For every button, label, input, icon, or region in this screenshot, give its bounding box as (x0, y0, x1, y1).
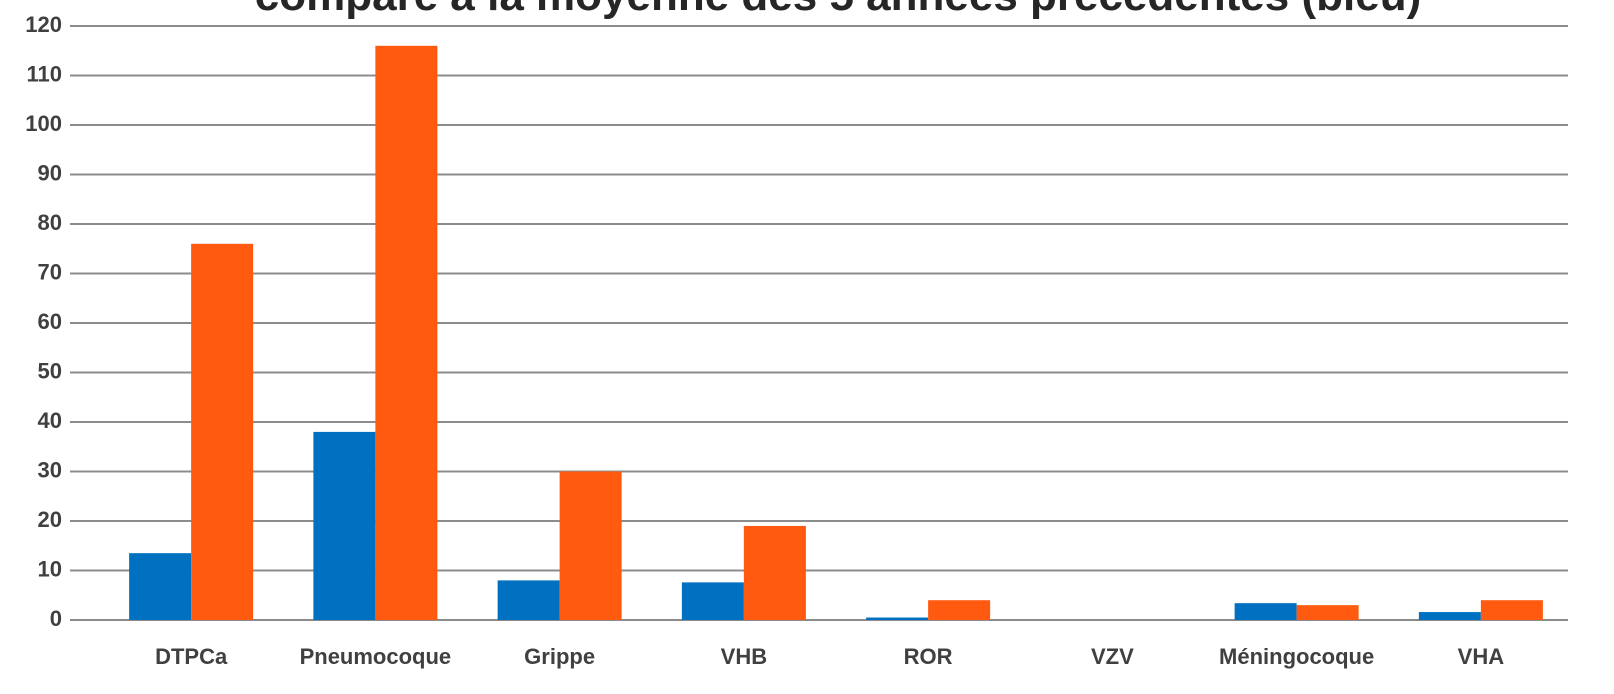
bar (559, 471, 622, 620)
x-tick-label: Méningocoque (1219, 644, 1374, 669)
y-tick-label: 40 (38, 408, 62, 433)
y-tick-label: 70 (38, 259, 62, 284)
bar (866, 617, 929, 620)
bar (497, 580, 560, 620)
y-tick-label: 50 (38, 358, 62, 383)
bar (1234, 603, 1297, 620)
bar (743, 525, 806, 620)
y-tick-label: 0 (50, 606, 62, 631)
bar (681, 582, 744, 620)
x-tick-label: DTPCa (155, 644, 228, 669)
y-tick-label: 30 (38, 457, 62, 482)
x-tick-label: VHA (1458, 644, 1505, 669)
y-tick-label: 110 (27, 61, 63, 86)
y-tick-label: 10 (38, 556, 62, 581)
bar (375, 45, 438, 621)
bar (1296, 605, 1359, 620)
y-tick-label: 90 (38, 160, 62, 185)
y-tick-label: 120 (25, 12, 62, 37)
bar (1480, 600, 1543, 620)
y-tick-label: 80 (38, 210, 62, 235)
bar (313, 431, 376, 620)
x-tick-label: VZV (1091, 644, 1134, 669)
x-tick-label: VHB (721, 644, 767, 669)
x-tick-label: Pneumocoque (300, 644, 452, 669)
bar (191, 243, 254, 621)
bar (928, 600, 991, 620)
x-tick-label: Grippe (524, 644, 595, 669)
x-tick-label: ROR (904, 644, 953, 669)
y-tick-label: 100 (25, 111, 62, 136)
bar (1418, 612, 1481, 620)
bar (129, 553, 192, 620)
chart-title: comparé à la moyenne des 5 années précéd… (255, 0, 1421, 20)
y-tick-label: 60 (38, 309, 62, 334)
y-tick-label: 20 (38, 507, 62, 532)
